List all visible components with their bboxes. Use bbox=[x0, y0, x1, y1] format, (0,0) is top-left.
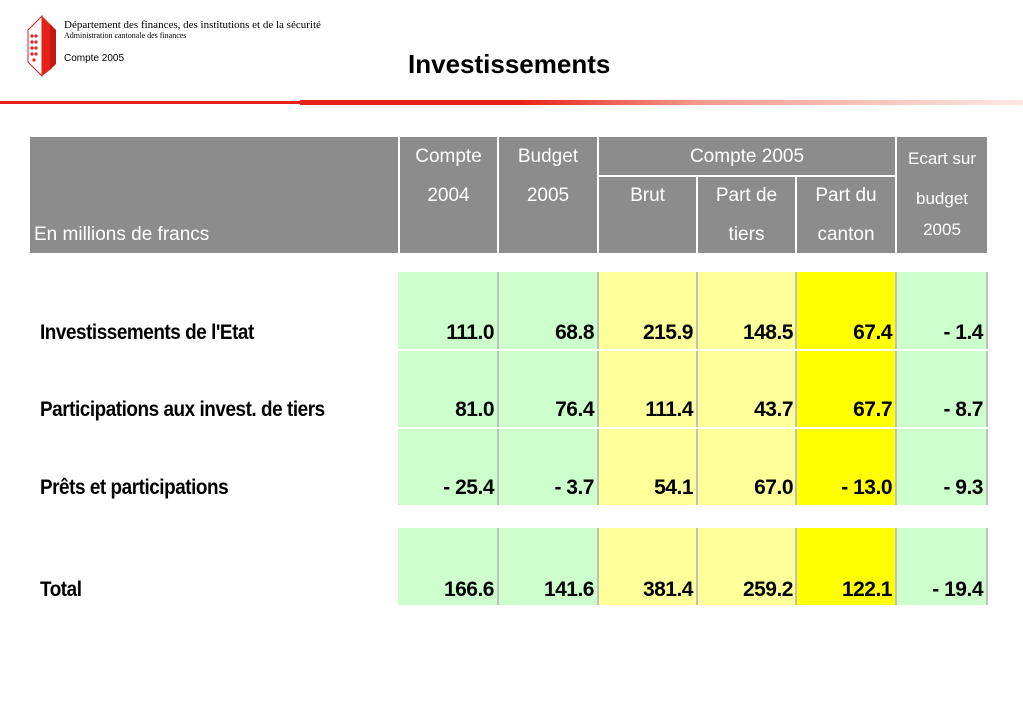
column-band-part-tiers bbox=[697, 272, 796, 605]
cell-value: 148.5 bbox=[742, 321, 794, 344]
row-label-prets: Prêts et participations bbox=[40, 476, 229, 499]
col-compte2004-line1: Compte bbox=[415, 146, 482, 167]
column-divider bbox=[986, 272, 988, 605]
col-part-tiers-line2: tiers bbox=[728, 224, 765, 245]
row-label-total: Total bbox=[40, 578, 82, 601]
col-ecart-line2: budget bbox=[916, 189, 968, 208]
header-divider bbox=[497, 137, 499, 253]
cell-value: 67.4 bbox=[853, 321, 892, 344]
cell-value: 54.1 bbox=[654, 476, 693, 499]
col-ecart-line1: Ecart sur bbox=[907, 149, 977, 168]
col-ecart-line3: 2005 bbox=[923, 220, 961, 239]
units-label: En millions de francs bbox=[34, 224, 210, 245]
cell-value: 111.4 bbox=[645, 398, 693, 421]
col-budget2005-line1: Budget bbox=[517, 146, 579, 167]
col-compte2004-line2: 2004 bbox=[427, 185, 470, 206]
column-band-ecart bbox=[896, 272, 987, 605]
cell-value: 43.7 bbox=[754, 398, 793, 421]
column-band-brut bbox=[598, 272, 697, 605]
column-band-budget2005 bbox=[498, 272, 598, 605]
total-value: 259.2 bbox=[742, 578, 794, 601]
cell-value: - 13.0 bbox=[841, 476, 892, 499]
cell-value: - 1.4 bbox=[943, 321, 983, 344]
section-gap bbox=[398, 505, 988, 528]
table-header bbox=[30, 137, 987, 253]
row-separator bbox=[398, 427, 988, 429]
col-compte2005: Compte 2005 bbox=[689, 146, 805, 167]
department-name: Département des finances, des institutio… bbox=[64, 19, 321, 31]
header-rule bbox=[0, 100, 1023, 105]
header-divider bbox=[895, 137, 897, 253]
col-part-canton-line2: canton bbox=[817, 224, 875, 245]
cell-value: - 8.7 bbox=[943, 398, 983, 421]
cell-value: 67.0 bbox=[754, 476, 793, 499]
cell-value: 68.8 bbox=[555, 321, 594, 344]
total-value: 381.4 bbox=[642, 578, 694, 601]
cell-value: - 3.7 bbox=[554, 476, 594, 499]
total-value: - 19.4 bbox=[932, 578, 983, 601]
header-divider bbox=[597, 175, 897, 177]
column-divider bbox=[497, 272, 499, 605]
cell-value: 111.0 bbox=[446, 321, 494, 344]
header-divider bbox=[398, 137, 400, 253]
column-band-compte2004 bbox=[398, 272, 498, 605]
report-label: Compte 2005 bbox=[64, 53, 125, 64]
col-part-canton-line1: Part du bbox=[815, 185, 877, 206]
cell-value: 67.7 bbox=[853, 398, 892, 421]
cell-value: - 25.4 bbox=[443, 476, 494, 499]
cell-value: - 9.3 bbox=[943, 476, 983, 499]
cell-value: 215.9 bbox=[642, 321, 694, 344]
header-divider bbox=[795, 176, 797, 253]
total-value: 166.6 bbox=[443, 578, 495, 601]
header-divider bbox=[597, 137, 599, 253]
column-divider bbox=[795, 272, 797, 605]
row-label-participations: Participations aux invest. de tiers bbox=[40, 398, 325, 421]
row-label-investissements: Investissements de l'Etat bbox=[40, 321, 254, 344]
total-value: 122.1 bbox=[841, 578, 893, 601]
cell-value: 81.0 bbox=[455, 398, 494, 421]
col-part-tiers-line1: Part de bbox=[715, 185, 778, 206]
total-value: 141.6 bbox=[543, 578, 595, 601]
header-divider bbox=[696, 176, 698, 253]
col-brut: Brut bbox=[630, 185, 665, 206]
row-separator bbox=[398, 349, 988, 351]
column-band-part-canton bbox=[796, 272, 896, 605]
page-title: Investissements bbox=[408, 49, 611, 79]
coat-of-arms-icon bbox=[27, 14, 56, 78]
col-budget2005-line2: 2005 bbox=[526, 185, 570, 206]
column-divider bbox=[696, 272, 698, 605]
column-divider bbox=[895, 272, 897, 605]
cell-value: 76.4 bbox=[555, 398, 594, 421]
administration-name: Administration cantonale des finances bbox=[64, 31, 187, 40]
column-divider bbox=[597, 272, 599, 605]
